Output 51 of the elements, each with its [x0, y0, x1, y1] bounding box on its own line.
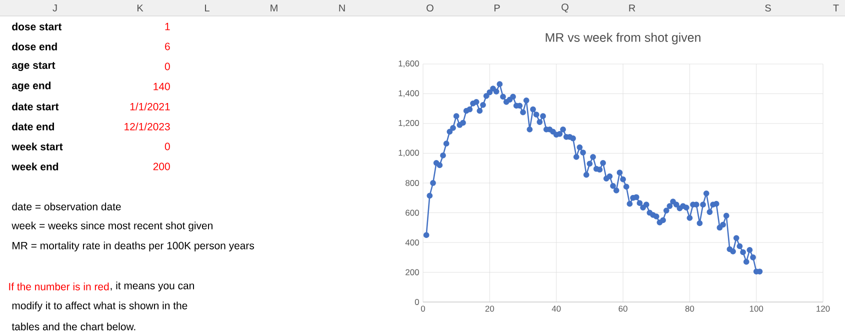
chart-title: MR vs week from shot given: [546, 32, 700, 44]
text: 12/1/2023: [124, 122, 170, 130]
text: L: [205, 4, 210, 12]
text: N: [339, 4, 345, 12]
y-tick-label: 400: [405, 240, 419, 246]
x-tick-label: 40: [552, 306, 561, 312]
x-tick-label: 120: [816, 306, 830, 312]
text: date end: [12, 122, 54, 130]
text: J: [52, 4, 57, 12]
text: 0: [164, 62, 170, 70]
y-tick-label: 1,000: [398, 150, 419, 157]
x-tick-label: 20: [485, 306, 494, 312]
text: R: [629, 4, 636, 12]
y-tick-label: 1,600: [398, 60, 419, 68]
text: O: [426, 4, 434, 12]
y-tick-label: 0: [414, 299, 419, 305]
text: age start: [12, 62, 56, 72]
text: 1/1/2021: [130, 102, 170, 110]
text: date start: [12, 102, 59, 110]
y-tick-label: 1,200: [398, 120, 419, 127]
y-tick-label: 800: [406, 180, 419, 186]
text: P: [494, 4, 500, 12]
text: If the number is in red: [9, 282, 109, 290]
y-tick-label: 200: [406, 269, 419, 276]
text: MR = mortality rate in deaths per 100K person years: [12, 242, 254, 252]
text: 200: [153, 162, 170, 170]
text: 0: [164, 142, 170, 150]
text: modify it to affect what is shown in the: [12, 302, 188, 312]
x-tick-label: 0: [420, 306, 426, 312]
text: 140: [154, 82, 170, 90]
text: , it means you can: [110, 282, 194, 292]
text: week end: [12, 162, 58, 170]
text: M: [270, 4, 278, 12]
text: week start: [12, 142, 63, 150]
y-tick-label: 1,400: [398, 90, 419, 98]
x-tick-label: 80: [685, 306, 694, 312]
text: tables and the chart below.: [12, 322, 136, 330]
x-tick-label: 60: [618, 306, 628, 312]
text: T: [833, 4, 839, 12]
text: age end: [12, 82, 51, 92]
text: date = observation date: [12, 202, 121, 210]
text: 1: [165, 22, 170, 30]
text: K: [137, 4, 144, 12]
y-tick-label: 600: [406, 210, 419, 216]
text: dose start: [12, 22, 62, 30]
text: week = weeks since most recent shot given: [12, 222, 212, 232]
x-tick-label: 100: [750, 306, 764, 312]
text: S: [765, 4, 771, 12]
text: Q: [562, 4, 568, 12]
text: dose end: [12, 42, 57, 50]
text: 6: [165, 42, 170, 50]
